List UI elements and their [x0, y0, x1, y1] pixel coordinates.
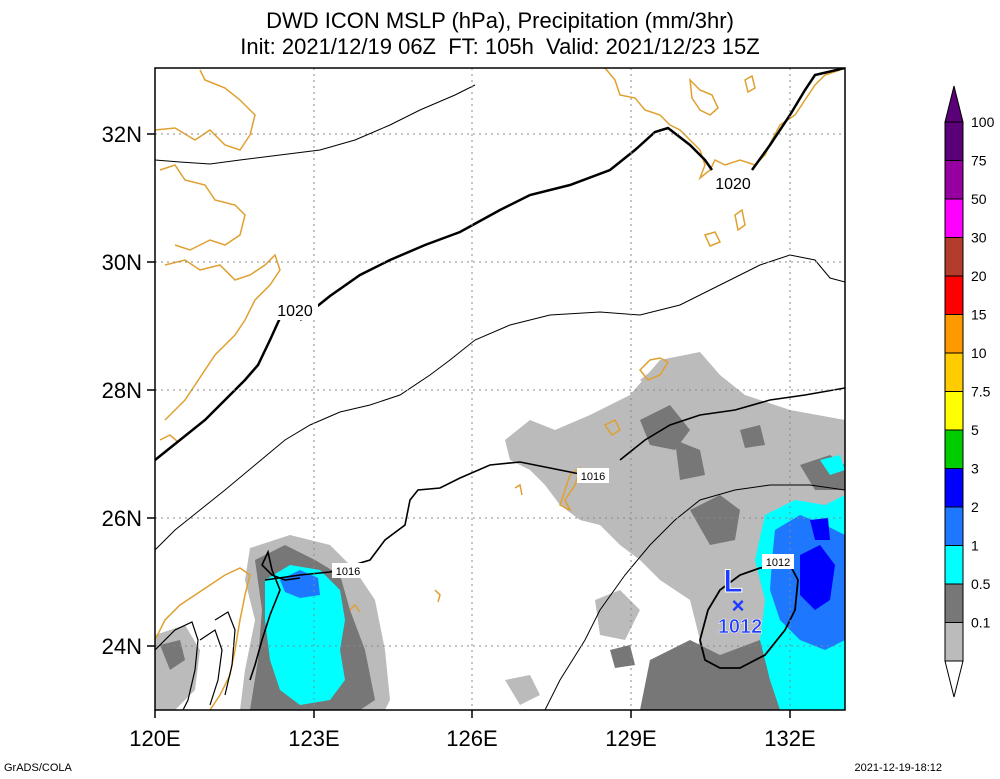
lat-label-26N: 26N	[102, 506, 142, 531]
legend-swatch	[944, 622, 964, 662]
legend-label: 50	[971, 191, 987, 207]
footer-software: GrADS/COLA	[4, 762, 72, 774]
isobar-label-1016-west: 1016	[336, 566, 360, 578]
precip-legend: 100 75 50 30 20 15 10 7.5 5 3 2 1 0.5 0.1	[944, 85, 995, 698]
legend-label: 3	[971, 461, 979, 477]
lon-label-132E: 132E	[764, 726, 815, 751]
legend-swatch	[944, 506, 964, 546]
legend-label: 75	[971, 153, 987, 169]
isobar-thin-south	[544, 484, 845, 710]
legend-swatch	[944, 275, 964, 315]
legend-label: 30	[971, 230, 987, 246]
low-marker-icon: ×	[732, 593, 745, 618]
lon-label-120E: 120E	[129, 726, 180, 751]
legend-swatch	[944, 160, 964, 200]
legend-swatch	[944, 314, 964, 354]
isobar-label-1012-east: 1012	[766, 557, 790, 569]
footer-timestamp: 2021-12-19-18:12	[854, 762, 942, 774]
legend-label: 20	[971, 268, 987, 284]
legend-swatch	[944, 583, 964, 623]
isobar-1016-west-loop	[249, 549, 301, 681]
legend-swatch	[944, 198, 964, 238]
low-symbol: L	[723, 563, 743, 599]
isobar-1012-loop	[699, 564, 799, 669]
axis-ticks	[147, 133, 791, 718]
legend-label: 7.5	[971, 384, 991, 400]
isobar-label-1020-north: 1020	[715, 176, 751, 193]
map-title: DWD ICON MSLP (hPa), Precipitation (mm/3…	[266, 8, 734, 33]
isobar-1016-east	[619, 387, 845, 461]
legend-label: 15	[971, 307, 987, 323]
isobar-label-1016-center: 1016	[581, 471, 605, 483]
low-pressure-value: 1012	[718, 616, 763, 638]
legend-label: 100	[971, 114, 995, 130]
legend-label: 1	[971, 538, 979, 554]
lon-label-123E: 123E	[288, 726, 339, 751]
isobar-1020-thick-east	[750, 68, 845, 171]
legend-swatch	[944, 468, 964, 508]
legend-swatch	[944, 352, 964, 392]
lat-label-30N: 30N	[102, 250, 142, 275]
low-pressure-center: L × 1012	[717, 563, 763, 639]
isobar-thin-north	[155, 84, 476, 165]
precip-shading-deepblue	[800, 518, 835, 610]
isobar-label-1020-west: 1020	[277, 303, 313, 320]
coastlines	[155, 68, 841, 710]
graticule	[155, 68, 845, 710]
lon-label-129E: 129E	[605, 726, 656, 751]
legend-swatch	[944, 121, 964, 161]
legend-label: 2	[971, 499, 979, 515]
map-subtitle: Init: 2021/12/19 06Z FT: 105h Valid: 202…	[240, 34, 760, 59]
legend-bottom-arrow	[944, 660, 964, 698]
legend-swatch	[944, 545, 964, 585]
isobar-sw-lines	[155, 611, 236, 710]
legend-label: 5	[971, 422, 979, 438]
lat-label-28N: 28N	[102, 378, 142, 403]
legend-label: 10	[971, 345, 987, 361]
lat-label-24N: 24N	[102, 634, 142, 659]
legend-top-arrow	[944, 85, 964, 123]
isobar-thin-mid	[155, 254, 845, 551]
lon-label-126E: 126E	[446, 726, 497, 751]
plot-frame	[154, 67, 846, 711]
legend-swatch	[944, 391, 964, 431]
legend-label: 0.1	[971, 615, 991, 631]
legend-swatch	[944, 237, 964, 277]
legend-swatch	[944, 429, 964, 469]
lat-label-32N: 32N	[102, 122, 142, 147]
legend-label: 0.5	[971, 576, 991, 592]
